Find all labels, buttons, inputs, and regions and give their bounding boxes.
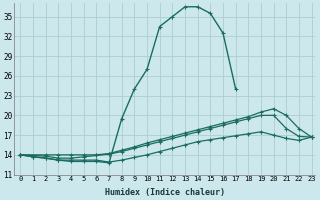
X-axis label: Humidex (Indice chaleur): Humidex (Indice chaleur) <box>105 188 225 197</box>
